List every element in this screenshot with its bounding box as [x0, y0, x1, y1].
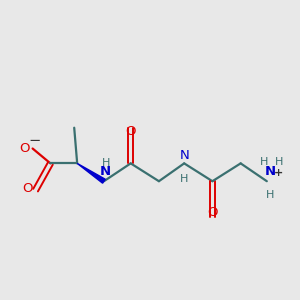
Text: O: O — [20, 142, 30, 155]
Text: H: H — [266, 190, 275, 200]
Text: N: N — [179, 149, 189, 162]
Text: +: + — [274, 168, 283, 178]
Text: N: N — [100, 165, 111, 178]
Text: H: H — [180, 174, 188, 184]
Text: O: O — [23, 182, 33, 195]
Text: H: H — [101, 158, 110, 168]
Text: O: O — [207, 206, 218, 219]
Text: H: H — [260, 157, 269, 167]
Text: O: O — [125, 125, 136, 138]
Text: N: N — [265, 165, 276, 178]
Text: H: H — [274, 157, 283, 167]
Polygon shape — [77, 164, 105, 183]
Text: −: − — [28, 133, 41, 148]
